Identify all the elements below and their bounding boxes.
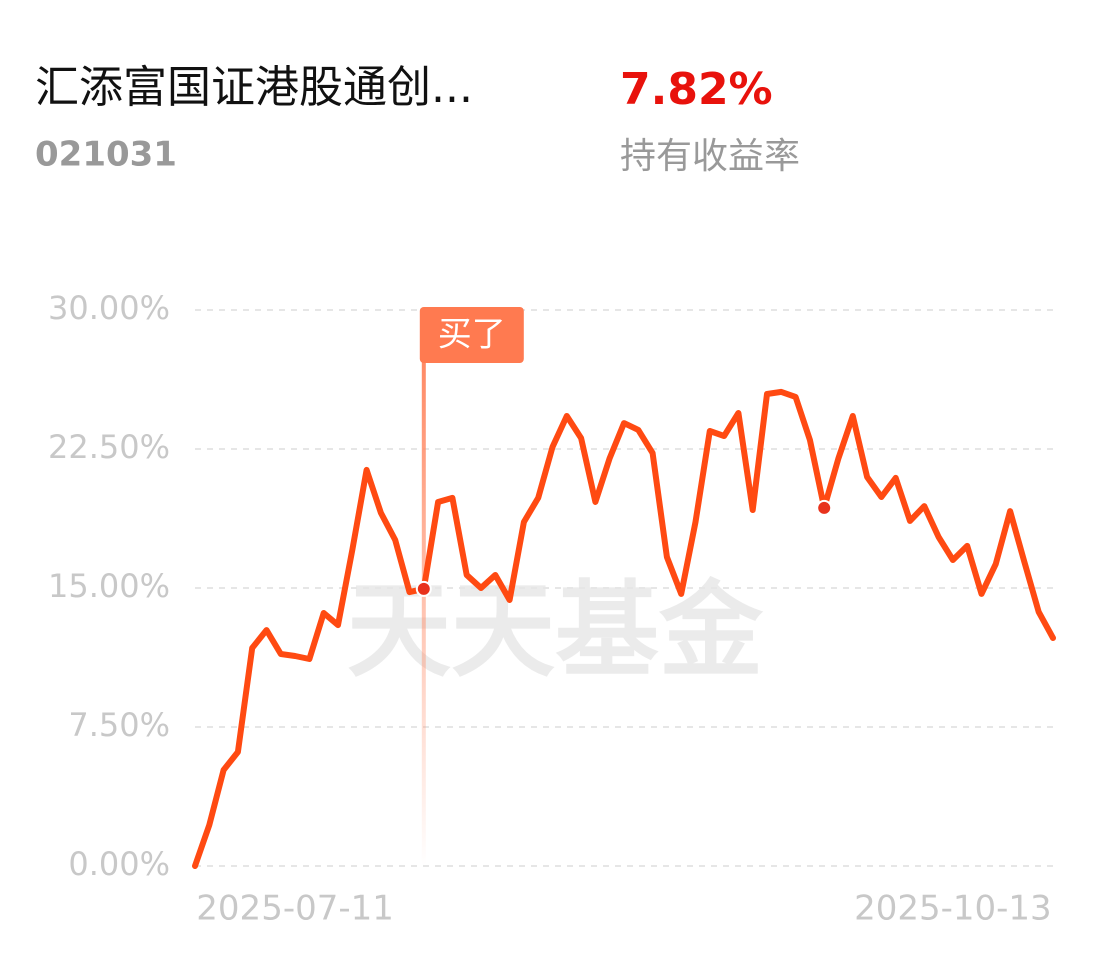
y-tick-label: 22.50% xyxy=(48,428,170,466)
x-tick-label: 2025-10-13 xyxy=(854,889,1052,929)
fund-title: 汇添富国证港股通创... xyxy=(35,62,473,113)
x-tick-label: 2025-07-11 xyxy=(196,889,394,929)
y-tick-label: 30.00% xyxy=(48,289,170,327)
y-tick-label: 7.50% xyxy=(68,706,170,744)
line-series xyxy=(192,388,1056,869)
return-value: 7.82% xyxy=(620,64,773,115)
buy-flag xyxy=(419,307,524,363)
return-label: 持有收益率 xyxy=(620,136,800,177)
y-tick-label: 15.00% xyxy=(48,567,170,605)
y-tick-label: 0.00% xyxy=(68,845,170,883)
fund-code: 021031 xyxy=(35,135,177,175)
buy-flag-label: 买了 xyxy=(438,315,506,355)
point-marker xyxy=(415,580,432,597)
buy-line xyxy=(421,362,426,866)
point-marker xyxy=(816,499,833,516)
